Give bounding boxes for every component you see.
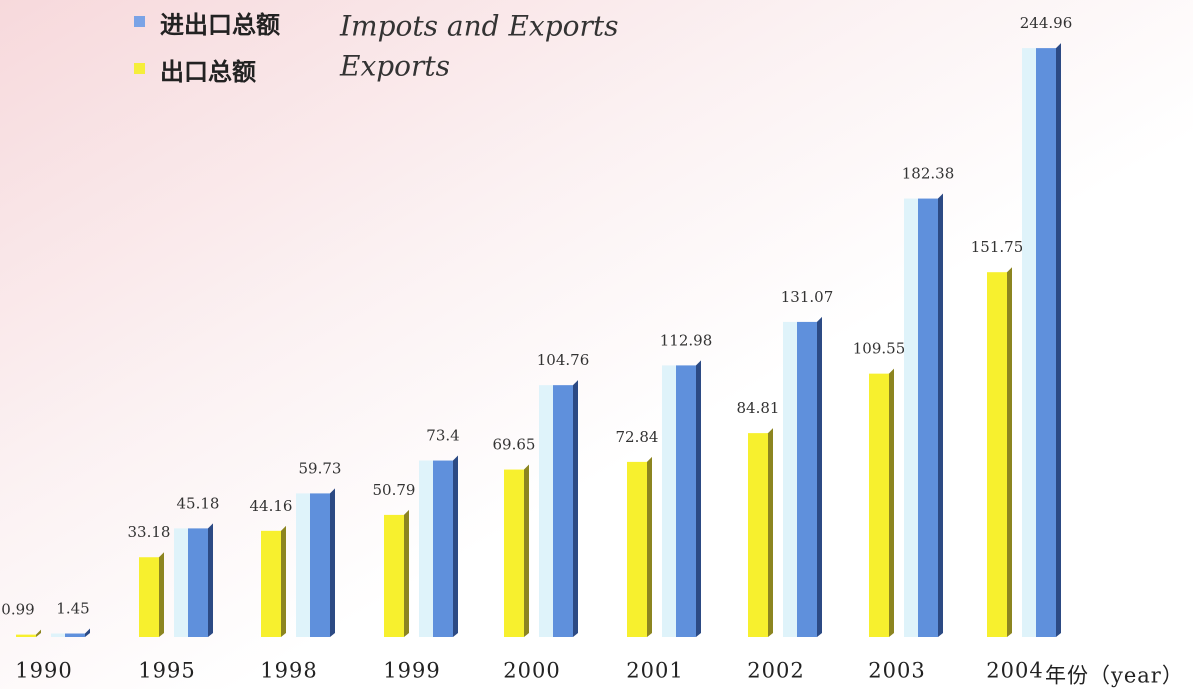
value-label: 0.99 xyxy=(1,601,34,619)
value-label: 72.84 xyxy=(616,428,659,446)
value-label: 131.07 xyxy=(781,288,834,306)
bar-side xyxy=(696,360,701,637)
bar-side xyxy=(159,552,164,637)
bar-side xyxy=(85,628,90,637)
legend-label: 出口总额 xyxy=(160,58,256,86)
value-label: 112.98 xyxy=(660,331,713,349)
bar-highlight xyxy=(783,321,797,637)
legend-label-en: Impots and Exports xyxy=(339,10,618,43)
value-label: 73.4 xyxy=(426,427,459,445)
bar xyxy=(504,469,524,637)
bar-highlight xyxy=(662,365,676,637)
bar xyxy=(384,514,404,637)
bar-side xyxy=(1056,43,1061,638)
bar-highlight xyxy=(296,493,310,637)
bar-side xyxy=(524,464,529,637)
bar xyxy=(16,634,36,637)
value-label: 69.65 xyxy=(493,436,536,454)
bar xyxy=(797,321,817,637)
x-tick-label: 2002 xyxy=(747,659,804,683)
bar-highlight xyxy=(174,528,188,637)
value-label: 33.18 xyxy=(128,523,171,541)
bar-side xyxy=(938,193,943,638)
bar-side xyxy=(889,368,894,637)
bar-side xyxy=(330,488,335,637)
legend-label-en: Exports xyxy=(339,50,450,83)
value-label: 44.16 xyxy=(250,497,293,515)
bar xyxy=(65,633,85,637)
bar-side xyxy=(817,316,822,637)
x-tick-label: 1990 xyxy=(15,659,72,683)
value-label: 182.38 xyxy=(902,165,955,183)
bar xyxy=(748,433,768,637)
legend-swatch xyxy=(134,16,145,27)
value-label: 84.81 xyxy=(737,399,780,417)
bar xyxy=(188,528,208,637)
value-label: 151.75 xyxy=(971,238,1024,256)
bar xyxy=(1036,48,1056,638)
legend-label: 进出口总额 xyxy=(160,11,280,39)
bar xyxy=(310,493,330,637)
bar-side xyxy=(36,629,41,637)
bar xyxy=(676,365,696,637)
legend-swatch xyxy=(134,63,145,74)
bar-highlight xyxy=(419,460,433,637)
value-label: 59.73 xyxy=(299,459,342,477)
bar-side xyxy=(404,509,409,637)
bar xyxy=(627,461,647,637)
bar xyxy=(139,557,159,637)
bar xyxy=(433,460,453,637)
bar-side xyxy=(768,428,773,637)
bar xyxy=(987,272,1007,637)
x-tick-label: 2000 xyxy=(503,659,560,683)
bar-highlight xyxy=(51,633,65,637)
x-tick-label: 2001 xyxy=(626,659,683,683)
x-tick-label: 1999 xyxy=(383,659,440,683)
value-label: 1.45 xyxy=(56,600,89,618)
x-tick-label: 2004 xyxy=(986,659,1043,683)
x-tick-label: 1998 xyxy=(260,659,317,683)
bar xyxy=(261,530,281,637)
value-label: 50.79 xyxy=(373,481,416,499)
bar-side xyxy=(281,525,286,637)
legend: 进出口总额 Impots and Exports 出口总额 Exports xyxy=(134,10,618,86)
x-tick-label: 1995 xyxy=(138,659,195,683)
bar-highlight xyxy=(539,385,553,637)
bar-side xyxy=(208,523,213,637)
x-tick-label: 2003 xyxy=(868,659,925,683)
value-label: 104.76 xyxy=(537,351,590,369)
bar-side xyxy=(453,455,458,637)
bar xyxy=(869,373,889,637)
bar-side xyxy=(573,380,578,637)
value-label: 244.96 xyxy=(1020,14,1073,32)
bar xyxy=(553,385,573,637)
bar-highlight xyxy=(1022,48,1036,638)
bar xyxy=(918,198,938,638)
value-label: 45.18 xyxy=(177,494,220,512)
bar-side xyxy=(647,456,652,637)
x-axis-label: 年份（year） xyxy=(1045,664,1184,688)
value-label: 109.55 xyxy=(853,340,906,358)
bar-highlight xyxy=(904,198,918,638)
bar-side xyxy=(1007,267,1012,637)
